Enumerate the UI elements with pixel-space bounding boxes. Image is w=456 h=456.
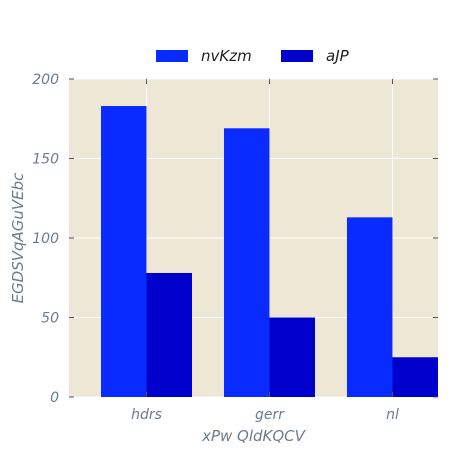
legend-label: nvKzm [201, 47, 252, 65]
legend-swatch [156, 50, 188, 62]
x-tick-label: nl [386, 407, 399, 423]
axis-ticks: 0 50 100 150 200 hdrs gerr nl [32, 72, 438, 423]
bar [146, 272, 192, 397]
bar [100, 106, 147, 397]
x-tick-label: hdrs [131, 407, 162, 423]
y-tick-label: 150 [32, 152, 59, 168]
y-axis-title: EGDSVqAGuVEbc [9, 172, 27, 304]
y-tick-label: 100 [32, 231, 59, 247]
bar [346, 217, 393, 397]
bar [269, 317, 315, 397]
y-tick-label: 0 [50, 390, 59, 406]
legend: nvKzm aJP [156, 47, 350, 65]
x-tick-label: gerr [255, 407, 285, 423]
bar [223, 128, 270, 398]
legend-label: aJP [326, 47, 350, 65]
y-tick-label: 200 [32, 72, 59, 88]
bar [392, 357, 438, 397]
y-tick-label: 50 [41, 311, 59, 327]
x-axis-title: xPw QldKQCV [201, 427, 307, 445]
legend-swatch [281, 50, 313, 62]
bars [100, 106, 438, 398]
